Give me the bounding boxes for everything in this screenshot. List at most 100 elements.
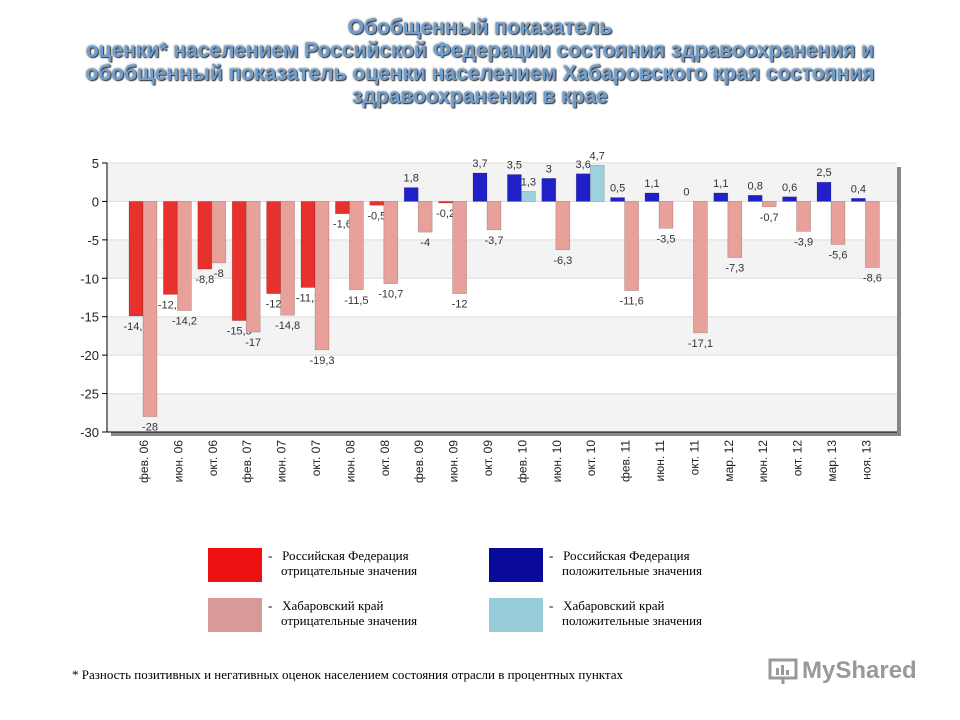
data-label: -11,5 [344,295,368,307]
data-label: 0,4 [851,183,866,195]
title-line: Обобщенный показатель [347,16,613,39]
bar [314,201,330,351]
x-tick-label: окт. 11 [687,440,701,476]
data-label: 1,1 [713,178,728,190]
data-label: 0,5 [610,183,625,195]
bar [782,196,797,202]
x-tick-label: июн. 06 [171,440,185,483]
data-label: -7,3 [725,263,744,275]
bar [472,172,488,202]
bar [163,201,178,295]
bar [693,201,708,334]
y-tick-label: -30 [80,425,99,440]
data-label: -0,7 [760,212,779,224]
legend-label: отрицательные значения [281,563,418,578]
bar [644,192,660,202]
x-tick-label: ноя. 13 [859,440,873,480]
bar [589,165,605,202]
data-label: 3 [546,163,552,175]
data-label: -17 [245,337,261,349]
bar [713,192,729,202]
x-tick-label: июн. 11 [653,440,667,482]
data-label: 0,6 [782,182,797,194]
x-tick-label: фев. 09 [412,440,426,483]
data-label: -12,1 [158,299,183,311]
legend-swatch-rf-negative [208,548,262,582]
y-tick-label: -20 [80,348,99,363]
data-label: -0,5 [367,210,386,222]
bar [658,201,674,229]
legend-swatch-khab-negative [208,598,262,632]
bar [486,201,502,231]
legend-item: - Хабаровский край отрицательные значени… [268,598,417,628]
x-tick-label: июн. 12 [756,440,770,483]
title-line: здравоохранения в крае [352,85,608,108]
x-tick-label: мар. 12 [722,440,736,482]
legend-item: - Российская Федерация отрицательные зна… [268,548,417,578]
bar [349,201,364,291]
y-tick-label: -10 [80,271,99,286]
bar [403,187,419,202]
data-label: -14,8 [275,320,300,332]
data-label: -12 [266,299,282,311]
x-tick-label: окт. 09 [481,440,495,477]
bar [624,201,639,291]
title-line: оценки* населением Российской Федерации … [85,39,875,62]
bar [610,197,625,202]
data-label: -3,7 [485,235,504,247]
bar-chart: 5 0 -5 -10 -15 -20 -25 -30 фев. 06 -14,9 -28 июн. 0… [80,150,901,483]
x-tick-label: окт. 12 [791,440,805,477]
data-label: 1,3 [521,176,536,188]
data-label: -17,1 [688,338,713,350]
bar [830,201,846,245]
data-label: -15,5 [227,326,252,338]
legend-label: Российская Федерация [563,548,690,563]
legend-swatch-rf-positive [489,548,543,582]
data-label: -3,5 [657,233,676,245]
bar [128,201,144,317]
bar [541,178,557,202]
logo-text: MyShared [802,657,917,684]
grid-band [107,393,897,432]
bar [816,181,832,202]
data-label: -6,3 [553,255,572,267]
x-tick-label: июн. 09 [447,440,461,483]
data-label: 3,7 [472,158,487,170]
data-label: -1,6 [333,219,352,231]
bar [555,201,571,251]
legend-label: положительные значения [562,563,703,578]
data-label: -12 [452,299,468,311]
bar [211,201,227,264]
bar [452,201,467,294]
data-label: -10,7 [378,289,403,301]
x-tick-label: июн. 10 [550,440,564,483]
bar [197,201,213,270]
grid-band [107,316,897,356]
data-label: -8,8 [195,274,214,286]
data-label: 4,7 [590,150,605,162]
bar [575,173,591,202]
title-line: обобщенный показатель оценки населением … [85,62,875,85]
y-tick-label: -15 [80,310,99,325]
data-label: -11,6 [619,296,643,308]
data-label: 1,8 [404,173,419,185]
x-tick-label: фев. 07 [240,440,254,483]
bar [280,201,295,316]
data-label: -3,9 [794,236,813,248]
data-label: -5,6 [829,249,848,261]
bar [177,201,192,311]
bar [369,201,385,206]
logo: MyShared [768,657,917,685]
y-tick-label: -5 [87,233,99,248]
legend-label: Хабаровский край [563,598,665,613]
x-tick-label: июн. 08 [343,440,357,483]
bar [438,201,453,204]
legend-dash: - [549,598,554,613]
data-label: 3,6 [576,159,591,171]
x-tick-label: фев. 06 [137,440,151,483]
bar [383,201,399,284]
x-tick-label: фев. 11 [619,440,633,482]
legend-label: Российская Федерация [282,548,409,563]
data-label: -0,2 [436,208,455,220]
bar [142,201,158,417]
